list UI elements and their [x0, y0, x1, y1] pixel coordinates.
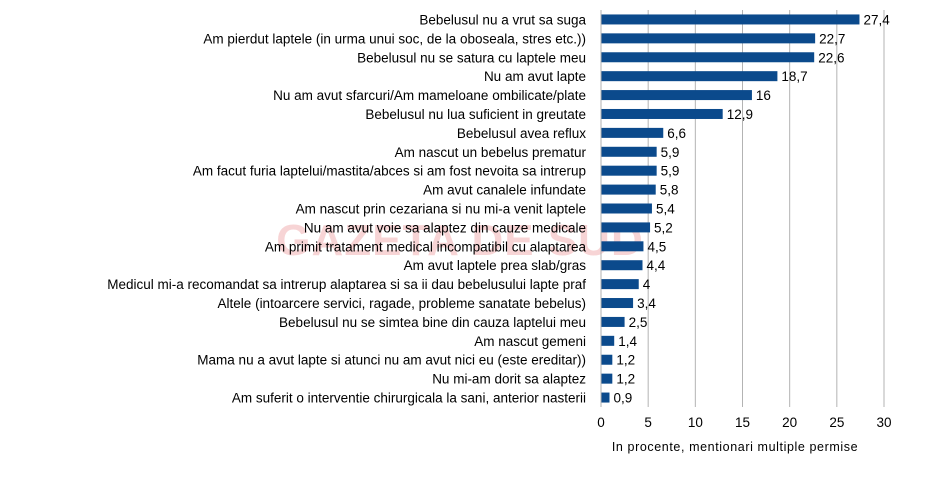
- value-label: 4: [643, 277, 651, 292]
- x-tick-label: 20: [782, 415, 797, 430]
- value-label: 3,4: [637, 296, 656, 311]
- gridlines: [647, 10, 885, 407]
- category-labels: Bebelusul nu a vrut sa suga Am pierdut la…: [107, 12, 586, 405]
- x-tick-label: 10: [688, 415, 703, 430]
- category-label: Bebelusul avea reflux: [457, 126, 586, 141]
- bar: [601, 33, 816, 44]
- bar: [601, 52, 815, 63]
- category-label: Am pierdut laptele (in urma unui soc, de…: [203, 31, 586, 46]
- category-label: Bebelusul nu lua suficient in greutate: [365, 107, 586, 122]
- value-label: 1,2: [616, 372, 635, 387]
- category-label: Am suferit o interventie chirurgicala la…: [232, 391, 586, 406]
- category-label: Nu am avut voie sa alaptez din cauze med…: [304, 220, 586, 235]
- bar: [601, 90, 752, 101]
- category-label: Bebelusul nu a vrut sa suga: [419, 12, 586, 27]
- category-label: Am facut furia laptelui/mastita/abces si…: [193, 164, 586, 179]
- value-label: 1,4: [618, 334, 637, 349]
- value-label: 27,4: [863, 12, 890, 27]
- bar: [601, 316, 625, 327]
- bar: [601, 298, 634, 309]
- bar: [601, 335, 615, 346]
- value-label: 5,2: [654, 220, 673, 235]
- value-label: 22,7: [819, 31, 845, 46]
- bar: [601, 354, 613, 365]
- category-label: Bebelusul nu se satura cu laptele meu: [357, 50, 586, 65]
- category-label: Nu am avut lapte: [484, 69, 586, 84]
- bar: [601, 222, 651, 233]
- x-tick-labels: 0 5 10 15 20 25 30: [597, 415, 891, 430]
- category-label: Am nascut prin cezariana si nu mi-a veni…: [296, 202, 586, 217]
- bars: [601, 14, 860, 403]
- value-label: 1,2: [616, 353, 635, 368]
- value-label: 22,6: [818, 50, 844, 65]
- value-label: 5,8: [660, 183, 679, 198]
- category-label: Am primit tratament medical incompatibil…: [265, 239, 587, 254]
- category-label: Nu mi-am dorit sa alaptez: [432, 372, 586, 387]
- bar: [601, 146, 657, 157]
- x-tick-label: 0: [597, 415, 605, 430]
- category-label: Mama nu a avut lapte si atunci nu am avu…: [197, 353, 586, 368]
- x-tick-label: 5: [644, 415, 652, 430]
- category-label: Medicul mi-a recomandat sa intrerup alap…: [107, 277, 586, 292]
- bar: [601, 108, 723, 119]
- value-label: 6,6: [667, 126, 686, 141]
- value-label: 16: [756, 88, 771, 103]
- x-tick-label: 15: [735, 415, 750, 430]
- bar: [601, 392, 610, 403]
- value-label: 5,9: [661, 145, 680, 160]
- value-label: 4,5: [647, 239, 666, 254]
- bar: [601, 373, 613, 384]
- value-label: 18,7: [781, 69, 807, 84]
- bar: [601, 241, 644, 252]
- category-label: Nu am avut sfarcuri/Am mameloane ombilic…: [273, 88, 586, 103]
- bar: [601, 71, 778, 82]
- bar: [601, 260, 643, 271]
- category-label: Am nascut un bebelus prematur: [395, 145, 587, 160]
- category-label: Bebelusul nu se simtea bine din cauza la…: [279, 315, 586, 330]
- watermark: GAZETA DE SUD: [276, 216, 643, 265]
- x-tick-label: 30: [876, 415, 891, 430]
- value-label: 5,9: [661, 164, 680, 179]
- bar: [601, 127, 664, 138]
- bar: [601, 165, 657, 176]
- x-tick-label: 25: [829, 415, 844, 430]
- category-label: Am avut laptele prea slab/gras: [404, 258, 587, 273]
- value-label: 5,4: [656, 202, 675, 217]
- category-label: Am avut canalele infundate: [423, 183, 586, 198]
- bar: [601, 279, 639, 290]
- x-axis-title: In procente, mentionari multiple permise: [612, 440, 858, 454]
- bar: [601, 14, 860, 25]
- value-label: 4,4: [647, 258, 666, 273]
- bar: [601, 184, 656, 195]
- category-label: Altele (intoarcere servici, ragade, prob…: [218, 296, 586, 311]
- category-label: Am nascut gemeni: [474, 334, 586, 349]
- bar: [601, 203, 652, 214]
- value-label: 12,9: [727, 107, 753, 122]
- value-label: 2,5: [629, 315, 648, 330]
- value-label: 0,9: [613, 391, 632, 406]
